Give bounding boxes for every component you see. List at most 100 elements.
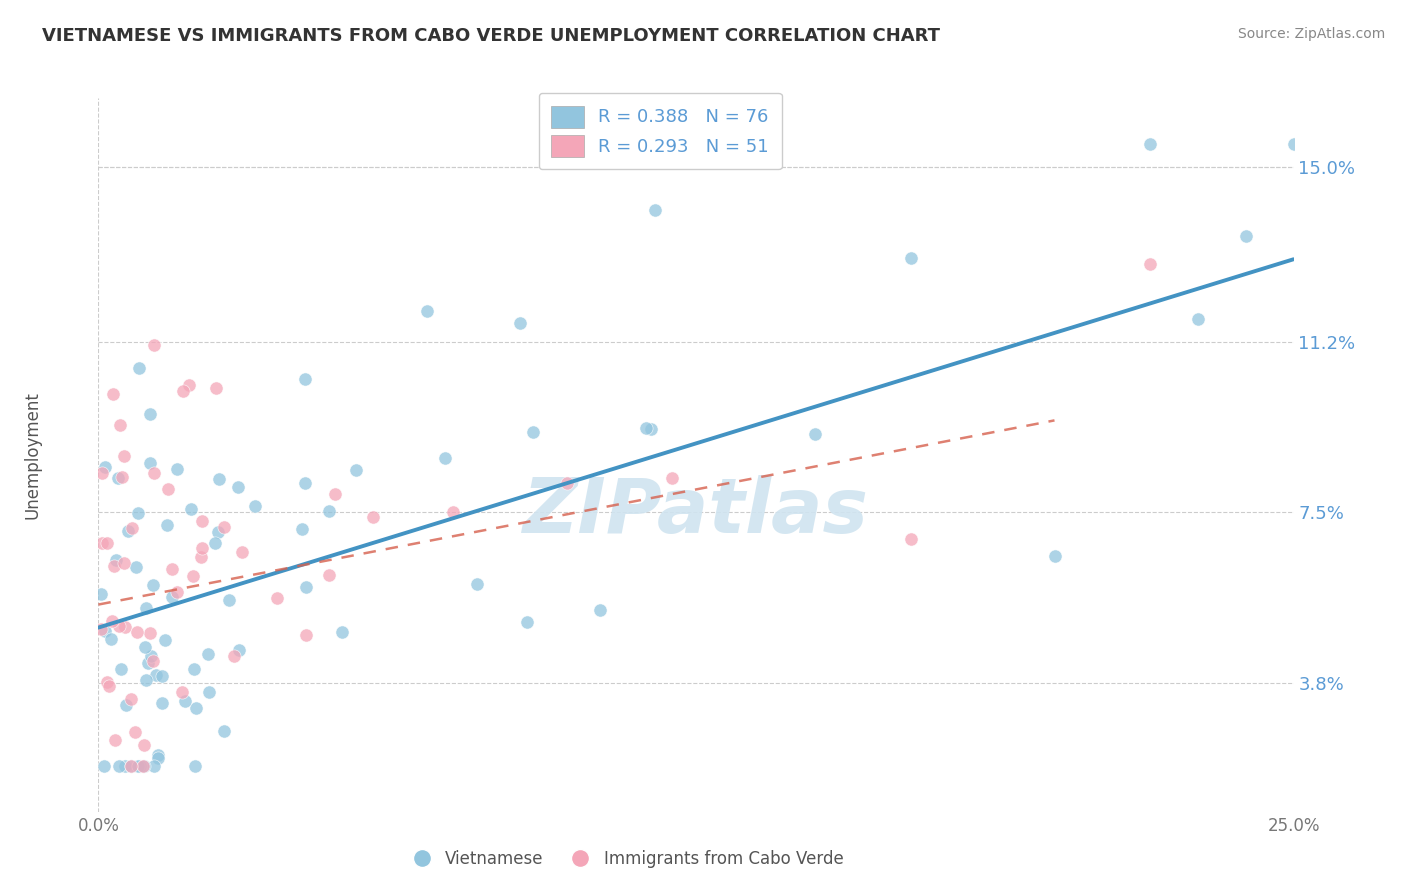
Point (127, 758, 149, 772)
Point (128, 361, 150, 376)
Point (640, 422, 662, 436)
Point (208, 472, 231, 486)
Point (804, 426, 827, 441)
Point (150, 696, 173, 710)
Point (205, 381, 228, 395)
Point (110, 469, 132, 483)
Point (1187, 311, 1209, 326)
Point (166, 462, 188, 476)
Point (181, 569, 204, 583)
Point (197, 647, 219, 661)
Point (127, 506, 149, 520)
Point (94, 624, 117, 639)
Point (94, 460, 117, 475)
Point (522, 425, 544, 439)
Point (207, 525, 229, 540)
Point (125, 560, 148, 574)
Point (90, 622, 112, 636)
Point (134, 640, 156, 655)
Point (104, 553, 127, 567)
Point (1043, 549, 1066, 563)
Point (115, 698, 138, 713)
Point (172, 384, 194, 398)
Point (127, 625, 149, 640)
Point (509, 316, 531, 330)
Point (142, 654, 165, 668)
Point (104, 732, 127, 747)
Point (186, 701, 208, 715)
Point (1139, 256, 1161, 270)
Point (214, 724, 236, 739)
Point (135, 673, 157, 687)
Point (114, 449, 136, 463)
Point (134, 758, 156, 772)
Point (103, 559, 125, 574)
Point (465, 576, 488, 591)
Point (138, 626, 160, 640)
Point (416, 304, 439, 318)
Point (93, 758, 115, 772)
Point (1282, 137, 1305, 152)
Point (128, 758, 150, 772)
Point (150, 669, 173, 683)
Point (318, 504, 340, 518)
Point (204, 535, 226, 549)
Point (142, 578, 165, 592)
Point (330, 624, 353, 639)
Point (100, 632, 122, 646)
Point (191, 514, 214, 528)
Text: Unemployment: Unemployment (24, 391, 42, 519)
Point (294, 475, 316, 490)
Point (114, 619, 136, 633)
Point (228, 643, 250, 657)
Point (108, 618, 131, 632)
Point (218, 593, 240, 607)
Point (190, 550, 212, 565)
Point (120, 758, 142, 772)
Point (266, 591, 288, 605)
Point (361, 510, 384, 524)
Point (295, 580, 318, 594)
Point (900, 251, 922, 265)
Point (441, 505, 464, 519)
Point (318, 567, 340, 582)
Point (143, 758, 166, 772)
Point (120, 758, 142, 772)
Point (98, 679, 121, 693)
Text: VIETNAMESE VS IMMIGRANTS FROM CABO VERDE UNEMPLOYMENT CORRELATION CHART: VIETNAMESE VS IMMIGRANTS FROM CABO VERDE… (42, 27, 941, 45)
Point (90, 587, 112, 601)
Point (160, 562, 183, 576)
Point (134, 738, 156, 752)
Legend: Vietnamese, Immigrants from Cabo Verde: Vietnamese, Immigrants from Cabo Verde (398, 844, 851, 875)
Point (661, 471, 683, 485)
Point (226, 480, 249, 494)
Text: ZIPatlas: ZIPatlas (523, 475, 869, 549)
Point (1139, 137, 1161, 152)
Point (588, 603, 610, 617)
Point (132, 758, 155, 772)
Point (516, 615, 538, 629)
Point (139, 456, 162, 470)
Point (294, 372, 316, 386)
Point (96, 675, 118, 690)
Point (91, 535, 114, 549)
Text: Source: ZipAtlas.com: Source: ZipAtlas.com (1237, 27, 1385, 41)
Point (212, 520, 235, 534)
Point (1234, 228, 1257, 243)
Point (108, 758, 131, 772)
Point (146, 751, 169, 765)
Point (179, 378, 201, 392)
Point (160, 590, 183, 604)
Point (110, 417, 132, 432)
Point (110, 662, 132, 676)
Point (136, 657, 159, 671)
Point (96, 536, 118, 550)
Point (141, 649, 163, 664)
Point (166, 584, 188, 599)
Point (634, 421, 657, 435)
Point (900, 532, 922, 546)
Point (323, 487, 346, 501)
Point (644, 202, 666, 217)
Point (555, 475, 578, 490)
Point (139, 407, 162, 421)
